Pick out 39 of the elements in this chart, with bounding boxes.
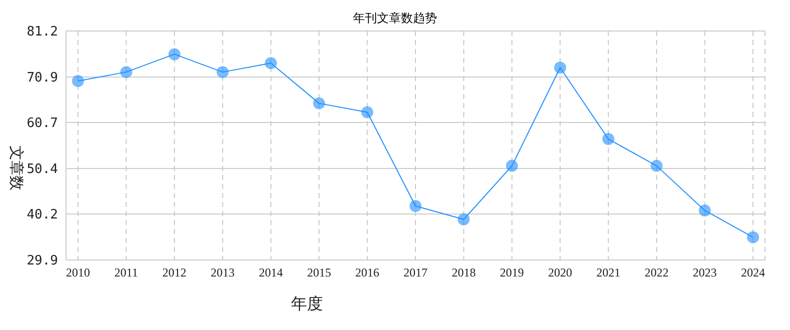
x-tick-label: 2010 xyxy=(66,266,90,280)
x-tick-label: 2013 xyxy=(210,266,235,280)
x-tick-label: 2022 xyxy=(644,266,669,280)
x-tick-label: 2020 xyxy=(548,266,572,280)
x-axis-title: 年度 xyxy=(291,294,323,313)
x-tick-label: 2019 xyxy=(500,266,524,280)
x-tick-label: 2016 xyxy=(355,266,380,280)
x-tick-label: 2012 xyxy=(162,266,186,280)
point xyxy=(602,133,614,146)
x-tick-label: 2023 xyxy=(692,266,717,280)
chart-title: 年刊文章数趋势 xyxy=(353,11,437,25)
point xyxy=(120,66,132,78)
y-tick-label: 40.2 xyxy=(26,208,58,223)
point xyxy=(216,66,229,78)
y-tick-label: 70.9 xyxy=(26,70,58,86)
x-tick-label: 2017 xyxy=(404,266,428,280)
x-tick-label: 2024 xyxy=(741,266,765,280)
point xyxy=(506,160,518,172)
point xyxy=(168,48,180,60)
point xyxy=(650,160,663,172)
point xyxy=(747,231,759,244)
x-tick-label: 2018 xyxy=(452,266,476,280)
point xyxy=(361,106,374,118)
x-tick-label: 2015 xyxy=(307,266,332,280)
point xyxy=(698,204,711,216)
point xyxy=(264,57,277,70)
point xyxy=(410,200,422,212)
y-axis-title: 文章数 xyxy=(8,146,26,190)
point xyxy=(554,62,566,74)
point xyxy=(72,74,84,87)
y-tick-label: 81.2 xyxy=(26,24,58,40)
x-tick-label: 2014 xyxy=(258,266,283,280)
x-tick-label: 2021 xyxy=(596,266,620,280)
y-tick-label: 60.7 xyxy=(26,116,58,132)
x-tick-label: 2011 xyxy=(114,266,138,280)
y-tick-label: 29.9 xyxy=(26,254,58,269)
point xyxy=(313,97,326,110)
y-tick-label: 50.4 xyxy=(26,162,58,178)
point xyxy=(458,213,470,226)
